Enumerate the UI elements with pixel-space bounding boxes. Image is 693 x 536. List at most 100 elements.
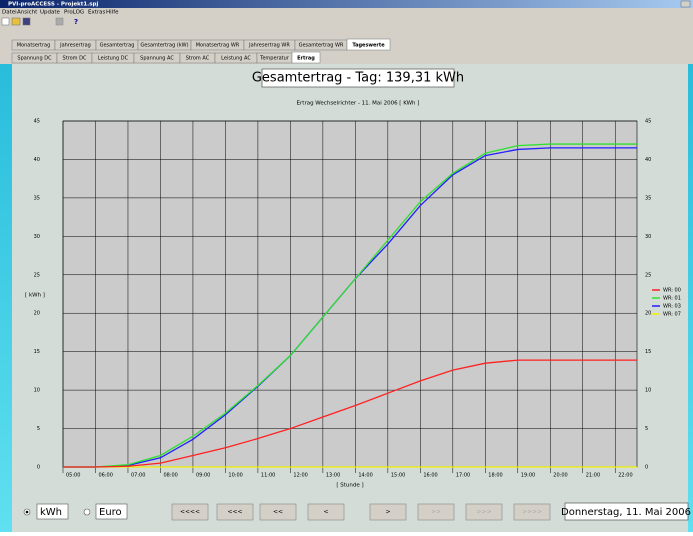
menu-item[interactable]: Datei [2, 10, 17, 16]
legend-label: WR: 01 [663, 296, 681, 302]
menu-item[interactable]: Update [40, 10, 61, 16]
legend-label: WR: 03 [663, 304, 681, 310]
unit-label[interactable]: Euro [99, 507, 122, 518]
y-axis-label: [ kWh ] [25, 293, 45, 299]
y-tick-label-right: 20 [645, 311, 651, 317]
tab-label[interactable]: Gesamtertrag [100, 43, 135, 49]
tab[interactable] [291, 51, 321, 64]
y-tick-label: 20 [34, 311, 40, 317]
x-tick-label: 05:00 [66, 473, 80, 479]
x-tick-label: 21:00 [586, 473, 600, 479]
x-tick-label: 22:00 [618, 473, 632, 479]
legend-label: WR: 07 [663, 312, 681, 318]
y-tick-label: 30 [34, 234, 40, 240]
unit-box [95, 503, 128, 520]
tab-label[interactable]: Leistung DC [98, 56, 129, 62]
y-tick-label-right: 35 [645, 195, 651, 201]
tab-label[interactable]: Jahresertrag WR [248, 43, 290, 49]
x-tick-label: 17:00 [456, 473, 470, 479]
tool-save[interactable] [22, 17, 31, 26]
x-tick-label: 07:00 [131, 473, 145, 479]
y-tick-label: 15 [34, 349, 40, 355]
x-tick-label: 18:00 [488, 473, 502, 479]
date: Donnerstag, 11. Mai 2006 [561, 507, 691, 518]
radio[interactable] [83, 508, 91, 516]
tool-open[interactable] [11, 17, 21, 26]
toolbar: ? [1, 17, 78, 26]
y-tick-label: 40 [34, 157, 40, 163]
y-tick-label-right: 45 [645, 119, 651, 125]
tab-label[interactable]: Monatsertrag WR [196, 43, 240, 49]
nav-label[interactable]: >> [431, 509, 441, 516]
title-bar [0, 0, 693, 8]
unit-label[interactable]: kWh [40, 507, 62, 518]
nav-label[interactable]: < [323, 509, 328, 516]
tab-label[interactable]: Jahresertrag [59, 43, 91, 49]
window-title: PVI-proACCESS - Projekt1.spj [8, 2, 98, 8]
nav-button[interactable] [171, 503, 209, 521]
tab-label[interactable]: Strom AC [186, 56, 210, 62]
tab-label[interactable]: Monatsertrag [17, 43, 51, 49]
menu-item[interactable]: ProLOG [64, 10, 84, 16]
x-tick-label: 08:00 [163, 473, 177, 479]
x-tick-label: 14:00 [358, 473, 372, 479]
nav-label[interactable]: > [385, 509, 390, 516]
nav-label[interactable]: >>> [476, 509, 491, 516]
tab-label[interactable]: Spannung DC [17, 56, 52, 62]
close-button[interactable] [680, 0, 691, 8]
nav-label[interactable]: >>>> [522, 509, 542, 516]
menu-item[interactable]: Hilfe [106, 10, 119, 16]
tab-label[interactable]: Temperatur [259, 56, 290, 62]
nav-button[interactable] [465, 503, 503, 521]
x-tick-label: 12:00 [293, 473, 307, 479]
tab-label[interactable]: Strom DC [63, 56, 87, 62]
tab-label[interactable]: Gesamtertrag (kW) [140, 43, 188, 49]
nav-label[interactable]: <<< [227, 509, 242, 516]
tool-help[interactable]: ? [74, 18, 78, 26]
y-tick-label-right: 10 [645, 388, 651, 394]
nav-label[interactable]: <<<< [180, 509, 200, 516]
nav-button[interactable] [259, 503, 297, 521]
nav-button[interactable] [216, 503, 254, 521]
nav-button[interactable] [307, 503, 345, 521]
nav-button[interactable] [417, 503, 455, 521]
tab-label[interactable]: Gesamtertrag WR [299, 43, 344, 49]
menu-item[interactable]: Extras [88, 10, 106, 16]
series-line [63, 359, 637, 468]
y-tick-label: 25 [34, 272, 40, 278]
tab-label[interactable]: Tageswerte [352, 43, 385, 49]
y-tick-label: 10 [34, 388, 40, 394]
chart-title: Gesamtertrag - Tag: 139,31 kWh [252, 71, 464, 86]
series-line [63, 143, 637, 468]
y-tick-label-right: 5 [645, 426, 648, 432]
date-box [564, 502, 689, 521]
x-tick-label: 10:00 [228, 473, 242, 479]
tab-label[interactable]: Leistung AC [221, 56, 251, 62]
chart-subtitle: Ertrag Wechselrichter - 11. Mai 2006 [ K… [297, 101, 420, 107]
x-tick-label: 16:00 [423, 473, 437, 479]
nav-button[interactable] [369, 503, 407, 521]
tab[interactable] [346, 38, 391, 51]
x-tick-label: 09:00 [196, 473, 210, 479]
unit-box [36, 503, 69, 520]
plot-area [62, 120, 638, 468]
tool-new[interactable] [1, 17, 10, 26]
y-tick-label-right: 25 [645, 272, 651, 278]
y-tick-label: 45 [34, 119, 40, 125]
tab-label[interactable]: Spannung AC [140, 56, 174, 62]
x-tick-label: 11:00 [261, 473, 275, 479]
nav-button[interactable] [513, 503, 551, 521]
legend-label: WR: 00 [663, 288, 681, 294]
y-tick-label-right: 30 [645, 234, 651, 240]
x-axis-label: [ Stunde ] [336, 483, 363, 489]
menu-item[interactable]: Ansicht [17, 10, 38, 16]
y-tick-label: 35 [34, 195, 40, 201]
x-tick-label: 15:00 [391, 473, 405, 479]
y-tick-label-right: 15 [645, 349, 651, 355]
nav-label[interactable]: << [273, 509, 283, 516]
tool-print[interactable] [55, 17, 64, 26]
tab-label[interactable]: Ertrag [297, 56, 315, 62]
x-tick-label: 20:00 [553, 473, 567, 479]
x-tick-label: 06:00 [98, 473, 112, 479]
